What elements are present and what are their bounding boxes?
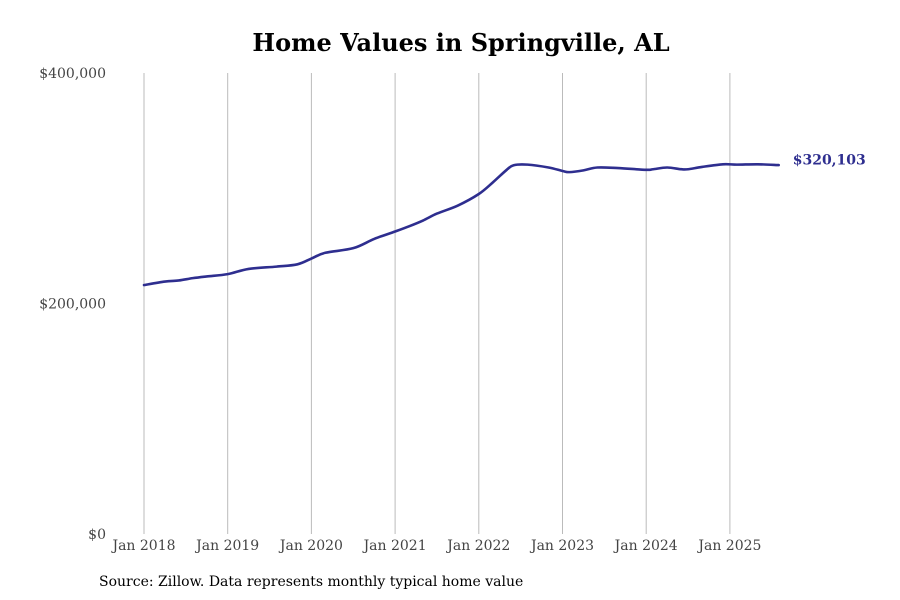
source-note: Source: Zillow. Data represents monthly … [99, 574, 524, 590]
x-tick-label: Jan 2019 [194, 538, 259, 554]
x-tick-label: Jan 2023 [529, 538, 594, 554]
grid-lines [143, 73, 731, 534]
series-layer [142, 162, 781, 287]
x-tick-label: Jan 2021 [362, 538, 427, 554]
end-value-label: $320,103 [793, 153, 866, 169]
end-label-layer: $320,103 [793, 153, 866, 169]
x-tick-label: Jan 2024 [613, 538, 678, 554]
x-tick-label: Jan 2025 [696, 538, 761, 554]
y-tick-label: $0 [88, 527, 106, 543]
y-tick-label: $400,000 [39, 66, 106, 82]
x-tick-label: Jan 2020 [278, 538, 343, 554]
x-tick-label: Jan 2022 [445, 538, 510, 554]
y-tick-label: $200,000 [39, 297, 106, 313]
x-axis-tick-labels: Jan 2018 Jan 2019 Jan 2020 Jan 2021 Jan 2022… [110, 538, 761, 554]
x-tick-label: Jan 2018 [110, 538, 175, 554]
chart-title: Home Values in Springville, AL [252, 28, 670, 57]
series-line [142, 162, 781, 287]
y-axis-tick-labels: $0 $200,000 $400,000 [39, 66, 106, 543]
